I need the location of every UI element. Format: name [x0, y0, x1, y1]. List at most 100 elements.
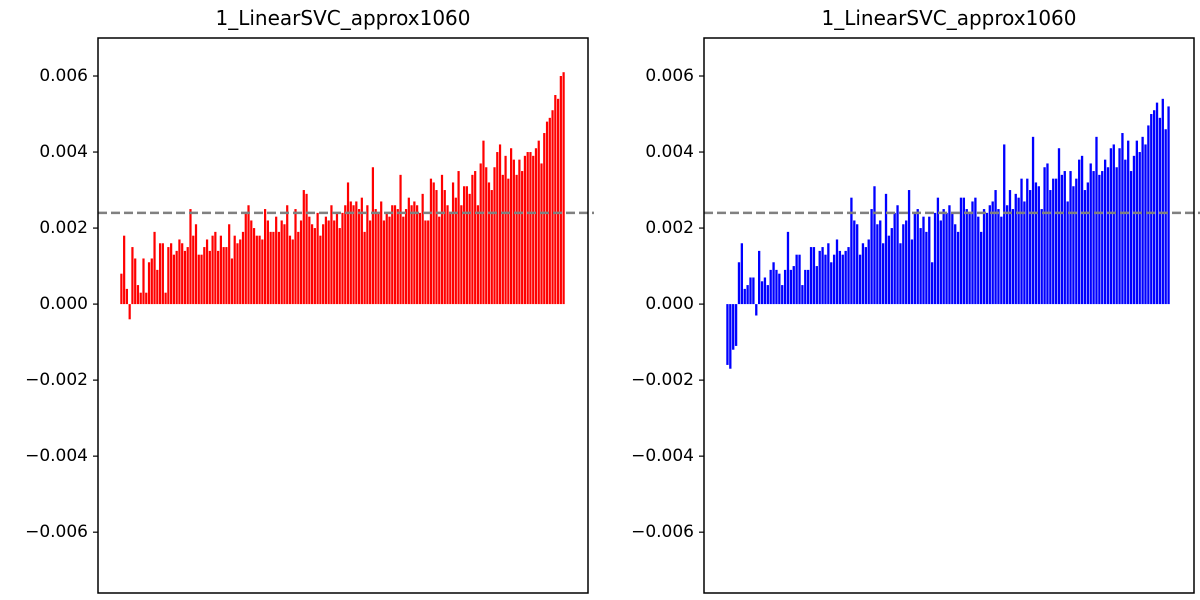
chart-left-bar: [482, 140, 485, 305]
chart-right-bar: [734, 304, 738, 346]
chart-right-bar: [1095, 136, 1098, 305]
chart-right-bar: [815, 266, 818, 305]
chart-right-bar: [1150, 114, 1153, 305]
chart-right-bar: [798, 254, 801, 305]
chart-left-bar: [556, 98, 560, 305]
chart-left-bar: [272, 231, 275, 305]
chart-left-bar: [526, 152, 529, 305]
chart-right-bar: [1014, 193, 1017, 305]
chart-left-bar: [297, 231, 300, 305]
chart-right-bar: [809, 247, 813, 305]
chart-left-bar: [534, 148, 538, 305]
chart-right-bar: [1072, 186, 1075, 305]
chart-right-bar: [1075, 178, 1078, 305]
chart-right-bar: [746, 285, 749, 305]
chart-right-bar: [1098, 174, 1101, 305]
chart-left-bar: [183, 250, 187, 305]
chart-left-bar: [219, 235, 222, 305]
chart-left-bar: [305, 193, 308, 305]
chart-left-bar: [498, 144, 502, 305]
chart-left-bar: [139, 292, 142, 305]
chart-left-bar: [471, 174, 474, 305]
chart-left-bar: [330, 205, 333, 305]
chart-left-bar: [371, 167, 375, 305]
chart-left-bar: [377, 212, 380, 305]
chart-left-bar: [230, 258, 234, 305]
chart-left-bar: [496, 152, 499, 305]
chart-right-bar: [781, 285, 784, 305]
chart-right-bar: [971, 201, 974, 305]
chart-left-bar: [327, 220, 330, 305]
chart-left-bar: [435, 190, 438, 305]
chart-right-bar: [1054, 178, 1058, 305]
chart-left-bar: [427, 220, 430, 305]
chart-left-bar: [363, 231, 366, 305]
chart-left-bar: [302, 190, 305, 305]
chart-left-bar: [465, 186, 468, 305]
chart-right-bar: [1121, 133, 1124, 305]
chart-left-bar: [355, 201, 358, 305]
chart-right-bar: [922, 216, 925, 305]
chart-left-bar: [385, 212, 388, 305]
chart-right-bar: [729, 304, 732, 369]
chart-right-bar: [951, 212, 954, 305]
chart-left-bar: [521, 171, 524, 305]
chart-right-ytick-label: 0.000: [645, 294, 694, 314]
chart-right-bar: [1034, 182, 1038, 305]
chart-left-bar: [200, 254, 203, 305]
chart-left-bar: [322, 224, 325, 305]
chart-left-bar: [344, 205, 347, 305]
chart-right-bar: [959, 197, 963, 305]
chart-left-bar: [264, 209, 267, 305]
chart-right-bar: [1023, 201, 1026, 305]
chart-right-bar: [795, 254, 798, 305]
chart-left-bar: [388, 216, 391, 305]
chart-right-bar: [936, 197, 940, 305]
chart-right-ytick-label: −0.004: [631, 446, 694, 466]
chart-left-bar: [211, 235, 214, 305]
chart-right-bar: [974, 197, 977, 305]
chart-left-bar: [186, 247, 189, 305]
chart-right-bar: [1083, 190, 1087, 305]
chart-right-bar: [1005, 205, 1009, 305]
chart-right-bar: [1040, 209, 1043, 305]
chart-right-bar: [954, 224, 957, 305]
chart-left-bar: [233, 235, 236, 305]
chart-right-bar: [850, 197, 853, 305]
chart-right-bar: [861, 243, 865, 305]
chart-right-bar: [876, 224, 879, 305]
chart-left-bar: [382, 220, 386, 305]
chart-right-bar: [902, 224, 905, 305]
chart-right-bar: [838, 250, 842, 305]
chart-right-bar: [1132, 155, 1136, 305]
chart-left-bar: [432, 182, 435, 305]
chart-right-bar: [1147, 125, 1150, 305]
chart-left-bar: [487, 182, 491, 305]
chart-left-bar: [468, 193, 471, 305]
chart-left-bar: [236, 243, 239, 305]
chart-right-bar: [1135, 140, 1138, 305]
chart-right-bar: [884, 193, 888, 305]
chart-right-bar: [856, 224, 859, 305]
chart-right-bar: [928, 216, 931, 305]
chart-left-bar: [203, 247, 206, 305]
chart-left-bar: [548, 117, 551, 305]
chart-left-bar: [250, 220, 253, 305]
chart-right-bar: [977, 216, 980, 305]
chart-right-bar: [760, 281, 764, 305]
chart-left-bar: [438, 216, 441, 305]
chart-left-bar: [380, 201, 383, 305]
chart-right-bar: [1092, 171, 1095, 305]
chart-right-bar: [1103, 159, 1107, 305]
chart-left-bar: [449, 212, 452, 305]
chart-right-bar: [1000, 216, 1003, 305]
chart-left-bar: [543, 133, 546, 305]
chart-left-bar: [410, 205, 413, 305]
chart-left-bar: [294, 209, 297, 305]
chart-left-bar: [269, 231, 272, 305]
chart-left-bar: [443, 190, 446, 305]
chart-right-bar: [1138, 152, 1141, 305]
chart-left-bar: [239, 239, 242, 305]
chart-left-bar: [283, 224, 286, 305]
chart-right-bar: [1078, 159, 1081, 305]
